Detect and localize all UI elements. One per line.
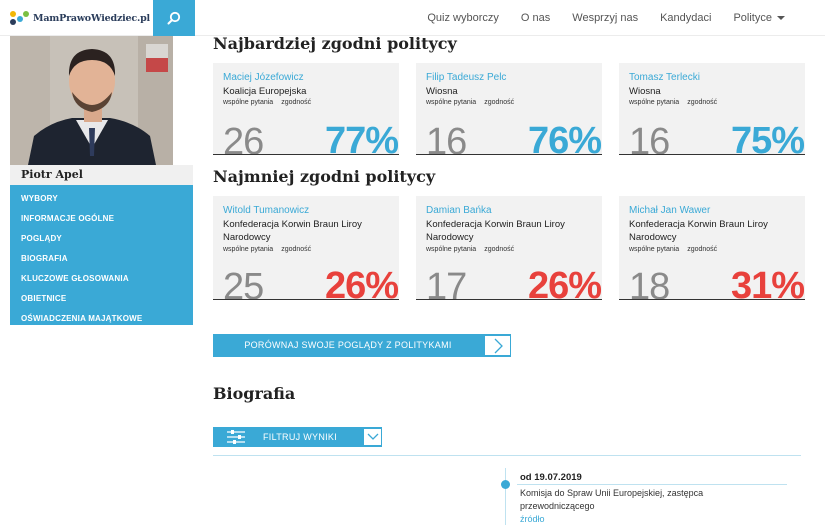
agreement-label: zgodność	[281, 246, 312, 253]
sidebar-item-biography[interactable]: Biografia	[21, 254, 68, 263]
politician-card[interactable]: Michał Jan Wawer Konfederacja Korwin Bra…	[619, 196, 805, 300]
chevron-down-icon	[363, 428, 382, 446]
card-party: Koalicja Europejska	[223, 86, 307, 97]
chevron-down-icon	[777, 16, 785, 21]
agreement-percent: 75%	[730, 120, 805, 155]
politician-card[interactable]: Witold Tumanowicz Konfederacja Korwin Br…	[213, 196, 399, 300]
card-labels: wspólne pytania zgodność	[629, 99, 717, 106]
common-questions-label: wspólne pytania	[223, 246, 274, 253]
common-questions-count: 16	[629, 121, 670, 155]
common-questions-label: wspólne pytania	[629, 99, 680, 106]
card-labels: wspólne pytania zgodność	[426, 246, 514, 253]
agreement-label: zgodność	[687, 99, 718, 106]
politician-name: Piotr Apel	[10, 165, 193, 185]
sidebar-item-asset-declarations[interactable]: Oświadczenia majątkowe	[21, 314, 143, 323]
biography-entry-date: od 19.07.2019	[520, 472, 582, 483]
biography-entry-source-link[interactable]: źródło	[520, 514, 545, 524]
card-party: Konfederacja Korwin Braun Liroy Narodowc…	[426, 219, 565, 243]
agreement-label: zgodność	[484, 246, 515, 253]
politician-card[interactable]: Tomasz Terlecki Wiosna wspólne pytania zg…	[619, 63, 805, 155]
card-politician-name[interactable]: Michał Jan Wawer	[629, 205, 711, 216]
card-labels: wspólne pytania zgodność	[426, 99, 514, 106]
biography-heading: Biografia	[213, 384, 296, 403]
politician-card[interactable]: Filip Tadeusz Pelc Wiosna wspólne pytani…	[416, 63, 602, 155]
logo-dots-icon	[10, 11, 30, 25]
sidebar-item-key-votes[interactable]: Kluczowe głosowania	[21, 274, 129, 283]
chevron-right-icon	[484, 335, 511, 356]
common-questions-count: 26	[223, 121, 264, 155]
search-button[interactable]	[153, 0, 195, 36]
card-party: Konfederacja Korwin Braun Liroy Narodowc…	[629, 219, 768, 243]
common-questions-count: 17	[426, 266, 467, 300]
common-questions-label: wspólne pytania	[426, 99, 477, 106]
common-questions-label: wspólne pytania	[426, 246, 477, 253]
agreement-percent: 77%	[324, 120, 399, 155]
search-icon	[167, 11, 181, 25]
least-agree-heading: Najmniej zgodni politycy	[213, 167, 436, 186]
site-logo[interactable]: MamPrawoWiedziec.pl	[0, 0, 153, 36]
agreement-label: zgodność	[484, 99, 515, 106]
sidebar-item-views[interactable]: Poglądy	[21, 234, 62, 243]
nav-politicians-label: Polityce	[733, 12, 772, 24]
card-party: Wiosna	[426, 86, 458, 97]
compare-views-label: PORÓWNAJ SWOJE POGLĄDY Z POLITYKAMI	[244, 340, 452, 350]
most-agree-heading: Najbardziej zgodni politycy	[213, 34, 457, 53]
divider	[213, 455, 801, 456]
card-politician-name[interactable]: Tomasz Terlecki	[629, 72, 700, 83]
timeline-line	[505, 468, 506, 525]
common-questions-count: 16	[426, 121, 467, 155]
nav-quiz[interactable]: Quiz wyborczy	[427, 12, 499, 24]
agreement-percent: 31%	[730, 265, 805, 300]
filter-results-label: FILTRUJ WYNIKI	[263, 432, 338, 442]
common-questions-label: wspólne pytania	[223, 99, 274, 106]
card-party: Wiosna	[629, 86, 661, 97]
nav-politicians-dropdown[interactable]: Polityce	[733, 12, 785, 24]
main-nav: Quiz wyborczy O nas Wesprzyj nas Kandyda…	[427, 0, 825, 36]
agreement-percent: 26%	[527, 265, 602, 300]
politician-card[interactable]: Damian Bańka Konfederacja Korwin Braun L…	[416, 196, 602, 300]
card-politician-name[interactable]: Witold Tumanowicz	[223, 205, 310, 216]
top-navbar: MamPrawoWiedziec.pl Quiz wyborczy O nas …	[0, 0, 825, 36]
logo-text: MamPrawoWiedziec.pl	[33, 12, 150, 24]
nav-about[interactable]: O nas	[520, 12, 551, 24]
card-party: Konfederacja Korwin Braun Liroy Narodowc…	[223, 219, 362, 243]
card-politician-name[interactable]: Damian Bańka	[426, 205, 492, 216]
sidebar-item-general-info[interactable]: Informacje ogólne	[21, 214, 115, 223]
sidebar-menu: Wybory Informacje ogólne Poglądy Biograf…	[10, 185, 193, 325]
agreement-label: zgodność	[281, 99, 312, 106]
politician-card[interactable]: Maciej Józefowicz Koalicja Europejska ws…	[213, 63, 399, 155]
portrait-image	[10, 36, 173, 165]
card-labels: wspólne pytania zgodność	[223, 246, 311, 253]
sidebar-item-promises[interactable]: Obietnice	[21, 294, 67, 303]
card-labels: wspólne pytania zgodność	[629, 246, 717, 253]
agreement-label: zgodność	[687, 246, 718, 253]
card-politician-name[interactable]: Filip Tadeusz Pelc	[426, 72, 507, 83]
card-labels: wspólne pytania zgodność	[223, 99, 311, 106]
sliders-icon	[227, 430, 245, 449]
compare-views-button[interactable]: PORÓWNAJ SWOJE POGLĄDY Z POLITYKAMI	[213, 334, 511, 357]
nav-candidates[interactable]: Kandydaci	[660, 12, 712, 24]
common-questions-label: wspólne pytania	[629, 246, 680, 253]
divider	[517, 484, 787, 485]
sidebar-item-elections[interactable]: Wybory	[21, 194, 58, 203]
common-questions-count: 25	[223, 266, 264, 300]
timeline-dot-icon	[501, 480, 510, 489]
nav-support[interactable]: Wesprzyj nas	[572, 12, 639, 24]
common-questions-count: 18	[629, 266, 670, 300]
card-politician-name[interactable]: Maciej Józefowicz	[223, 72, 304, 83]
biography-entry-text: Komisja do Spraw Unii Europejskiej, zast…	[520, 488, 704, 511]
filter-results-button[interactable]: FILTRUJ WYNIKI	[213, 427, 382, 447]
agreement-percent: 26%	[324, 265, 399, 300]
agreement-percent: 76%	[527, 120, 602, 155]
politician-photo	[10, 36, 173, 165]
